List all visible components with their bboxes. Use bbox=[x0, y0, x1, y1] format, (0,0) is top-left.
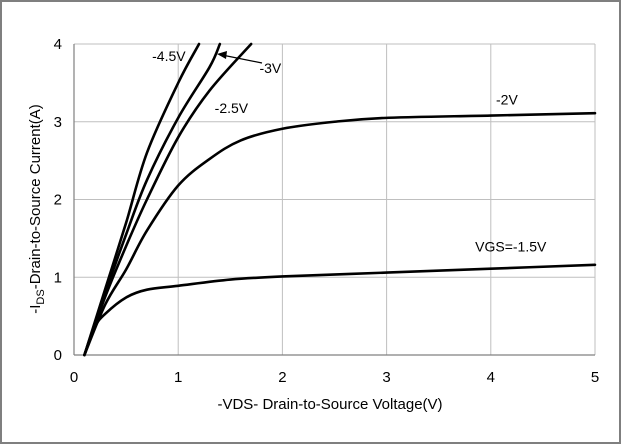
curve-label: -3V bbox=[259, 60, 281, 76]
x-tick-label: 3 bbox=[382, 369, 390, 386]
y-tick-label: 2 bbox=[54, 192, 62, 209]
tick-labels: 0 1 2 3 4 5 0 1 2 3 4 bbox=[54, 36, 600, 386]
series-lines bbox=[83, 42, 597, 357]
curve-label: VGS=-1.5V bbox=[475, 239, 547, 255]
x-tick-label: 2 bbox=[278, 369, 286, 386]
y-axis-title: -IDS-Drain-to-Source Current(A) bbox=[27, 104, 47, 314]
series-line bbox=[83, 111, 597, 357]
x-tick-label: 4 bbox=[487, 369, 495, 386]
x-axis-title: -VDS- Drain-to-Source Voltage(V) bbox=[217, 396, 442, 413]
x-tick-label: 5 bbox=[591, 369, 599, 386]
grid-lines bbox=[74, 43, 596, 355]
curve-annotations: -4.5V -3V -2.5V -2V VGS=-1.5V bbox=[152, 48, 547, 254]
y-tick-label: 4 bbox=[54, 36, 62, 53]
curve-label: -4.5V bbox=[152, 48, 186, 64]
curve-label: -2V bbox=[496, 92, 518, 108]
curve-label: -2.5V bbox=[215, 100, 249, 116]
x-tick-label: 1 bbox=[174, 369, 182, 386]
series-line bbox=[83, 263, 597, 357]
y-tick-label: 0 bbox=[54, 347, 62, 364]
y-tick-label: 3 bbox=[54, 114, 62, 131]
annotation-arrowhead bbox=[217, 51, 227, 59]
x-tick-label: 0 bbox=[70, 369, 78, 386]
annotation-arrow bbox=[221, 54, 263, 64]
series-line bbox=[83, 42, 201, 357]
axes bbox=[73, 44, 595, 356]
y-tick-label: 1 bbox=[54, 269, 62, 286]
